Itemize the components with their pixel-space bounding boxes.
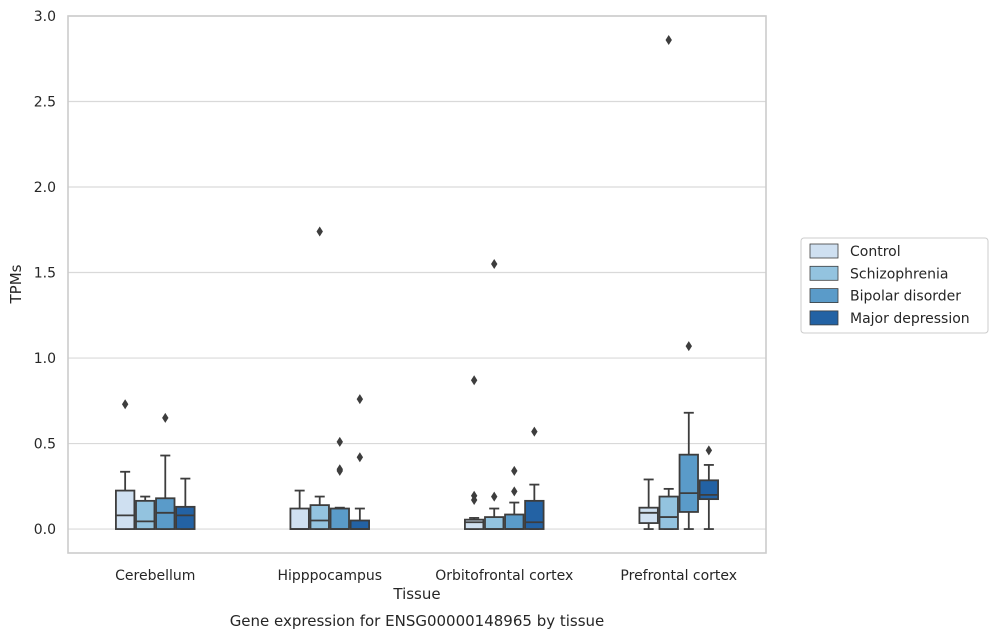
legend-label: Control <box>850 244 901 260</box>
box-2-2 <box>504 465 525 530</box>
outlier-point <box>491 491 498 502</box>
legend-swatch <box>809 310 839 326</box>
box-3-2 <box>678 341 699 530</box>
box-3-1 <box>658 34 679 530</box>
box-2-3 <box>524 426 545 530</box>
y-tick-label: 1.0 <box>34 351 56 367</box>
legend-swatch <box>809 265 839 281</box>
outlier-point <box>336 436 343 447</box>
box-1-3 <box>349 394 370 530</box>
x-tick-label: Cerebellum <box>115 568 195 584</box>
box-iqr <box>638 506 659 524</box>
box-2-0 <box>464 375 485 530</box>
y-tick-label: 1.5 <box>34 266 56 282</box>
legend-frame <box>800 237 989 334</box>
y-axis-label: TPMs <box>7 264 25 304</box>
outlier-point <box>511 486 518 497</box>
outlier-point <box>356 452 364 463</box>
box-iqr <box>464 518 485 530</box>
box-iqr <box>349 519 370 530</box>
box-groups <box>115 34 719 530</box>
y-tick-labels: 0.0 0.5 1.0 1.5 2.0 2.5 3.0 <box>34 9 56 538</box>
outlier-point <box>162 412 169 423</box>
outlier-point <box>705 445 713 456</box>
x-tick-labels: Cerebellum Hipppocampus Orbitofrontal cort… <box>115 568 737 584</box>
x-axis-label: Tissue <box>392 585 440 603</box>
box-iqr <box>309 504 330 530</box>
box-iqr <box>289 507 310 530</box>
outlier-point <box>511 465 518 476</box>
box-1-0 <box>289 489 310 530</box>
legend-swatch <box>809 243 839 259</box>
box-3-0 <box>638 478 659 530</box>
x-tick-label: Orbitofrontal cortex <box>435 568 573 584</box>
y-tick-label: 2.5 <box>34 95 56 111</box>
box-3-3 <box>698 445 719 530</box>
box-iqr <box>329 507 350 530</box>
x-tick-label: Hipppocampus <box>277 568 382 584</box>
y-tick-label: 0.0 <box>34 522 56 538</box>
legend-label: Bipolar disorder <box>850 289 961 305</box>
box-0-1 <box>135 495 156 530</box>
box-iqr <box>524 499 545 530</box>
outlier-point <box>470 375 478 386</box>
outlier-point <box>685 341 692 352</box>
box-0-0 <box>115 399 136 530</box>
box-iqr <box>484 516 505 530</box>
outlier-point <box>491 258 498 269</box>
outlier-point <box>470 494 478 505</box>
outlier-point <box>336 465 343 476</box>
outlier-point <box>121 399 129 410</box>
box-iqr <box>698 479 719 501</box>
box-iqr <box>175 505 196 530</box>
legend-items: Control Schizophrenia Bipolar disorder Majo… <box>809 243 970 327</box>
y-tick-label: 0.5 <box>34 437 56 453</box>
box-iqr <box>135 499 156 530</box>
box-iqr <box>115 489 136 530</box>
box-0-3 <box>175 477 196 530</box>
y-tick-label: 2.0 <box>34 180 56 196</box>
outlier-point <box>356 394 364 405</box>
box-0-2 <box>155 412 176 530</box>
box-1-2 <box>329 436 350 530</box>
legend: Control Schizophrenia Bipolar disorder Majo… <box>800 237 989 334</box>
box-1-1 <box>309 226 330 530</box>
figure-caption: Gene expression for ENSG00000148965 by t… <box>230 612 605 630</box>
outlier-point <box>531 426 538 437</box>
box-2-1 <box>484 258 505 530</box>
x-tick-label: Prefrontal cortex <box>620 568 737 584</box>
box-iqr <box>658 495 679 530</box>
legend-label: Major depression <box>850 311 970 327</box>
y-tick-label: 3.0 <box>34 9 56 25</box>
legend-swatch <box>809 288 839 304</box>
plot-frame <box>67 15 767 554</box>
legend-label: Schizophrenia <box>850 266 948 282</box>
outlier-point <box>665 34 672 45</box>
box-iqr <box>504 513 525 530</box>
outlier-point <box>316 226 323 237</box>
gridlines <box>68 15 766 530</box>
box-iqr <box>678 453 699 513</box>
